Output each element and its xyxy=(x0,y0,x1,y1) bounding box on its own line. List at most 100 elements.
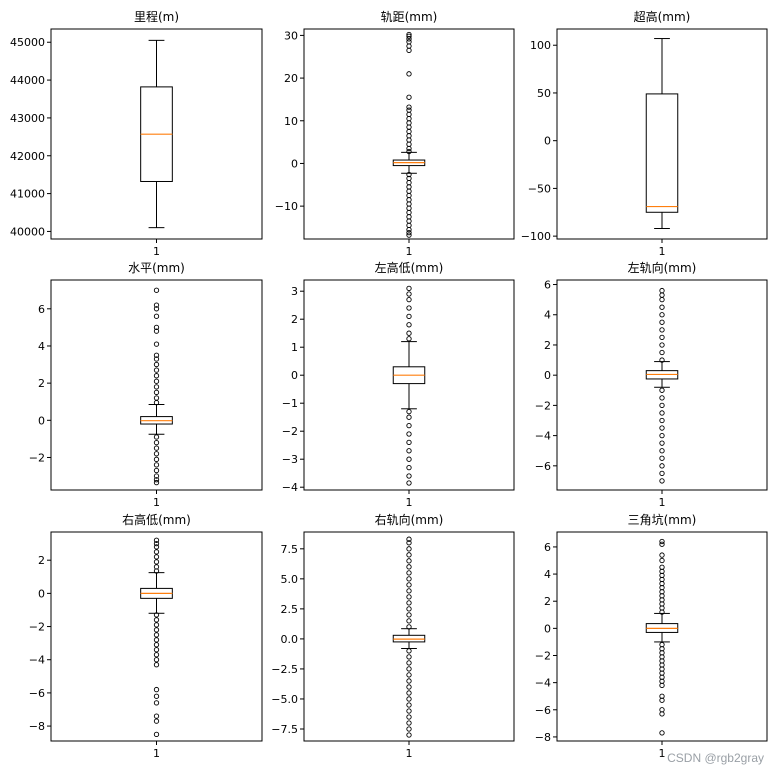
y-tick-label: −5.0 xyxy=(271,693,298,706)
flier-point xyxy=(659,538,665,545)
subplot-title: 左轨向(mm) xyxy=(628,260,697,275)
flier-point xyxy=(153,462,160,468)
flier-point xyxy=(153,718,160,724)
flier-point xyxy=(153,642,160,648)
flier-point xyxy=(153,700,160,706)
subplot-7: 右高低(mm) −8 −6 −4 −2 0 2 1 xyxy=(29,512,263,760)
flier-point xyxy=(153,540,160,547)
flier-point xyxy=(406,570,412,576)
flier-point xyxy=(406,594,412,600)
flier-point xyxy=(406,128,412,135)
flier-point xyxy=(406,214,412,220)
flier-point xyxy=(153,554,160,560)
flier-point xyxy=(406,218,412,224)
flier-point xyxy=(659,410,665,416)
flier-point xyxy=(659,470,665,477)
x-tick-label: 1 xyxy=(659,496,666,509)
flier-point xyxy=(659,478,665,484)
y-tick-label: 0.0 xyxy=(281,633,299,646)
subplot-title: 轨距(mm) xyxy=(381,10,438,24)
flier-point xyxy=(659,425,665,431)
y-tick-label: 100 xyxy=(530,39,551,52)
flier-point xyxy=(659,342,665,348)
y-tick-label: 0 xyxy=(38,414,45,427)
y-tick-label: 6 xyxy=(544,279,551,292)
flier-point xyxy=(406,141,412,147)
box-iqr xyxy=(645,93,679,213)
flier-point xyxy=(659,287,665,294)
flier-point xyxy=(153,378,160,384)
y-tick-label: −4 xyxy=(535,430,551,443)
flier-point xyxy=(153,652,160,658)
x-tick-label: 1 xyxy=(659,245,666,258)
flier-point xyxy=(406,104,412,110)
flier-point xyxy=(406,71,412,77)
flier-point xyxy=(406,408,412,415)
y-tick-label: 7.5 xyxy=(281,543,299,556)
y-tick-label: 6 xyxy=(544,541,551,554)
flier-point xyxy=(659,697,665,703)
flier-point xyxy=(406,43,412,49)
axes-frame xyxy=(50,531,263,742)
flier-point xyxy=(406,145,412,152)
subplot-6: 左轨向(mm) −6 −4 −2 0 2 4 6 1 xyxy=(535,260,768,509)
flier-point xyxy=(153,647,160,653)
flier-point xyxy=(659,541,665,547)
flier-point xyxy=(153,306,160,312)
flier-point xyxy=(406,336,412,342)
flier-point xyxy=(406,612,412,618)
flier-point xyxy=(659,304,665,310)
flier-point xyxy=(406,696,412,702)
flier-point xyxy=(406,732,412,738)
flier-point xyxy=(153,686,160,693)
y-tick-label: −2.5 xyxy=(271,663,298,676)
flier-point xyxy=(406,322,412,328)
subplot-9: 三角坑(mm) −8 −6 −4 −2 0 2 4 6 1 xyxy=(535,512,768,760)
y-tick-label: 2 xyxy=(544,595,551,608)
flier-point xyxy=(406,115,412,122)
flier-point xyxy=(153,313,160,319)
flier-point xyxy=(153,445,160,451)
flier-point xyxy=(406,184,412,190)
flier-point xyxy=(659,557,665,564)
y-tick-label: 0 xyxy=(38,587,45,600)
flier-point xyxy=(406,726,412,732)
flier-point xyxy=(659,432,665,439)
flier-point xyxy=(659,395,665,401)
flier-point xyxy=(406,684,412,690)
y-tick-label: −2 xyxy=(29,621,45,634)
y-tick-label: −6 xyxy=(29,687,45,700)
y-tick-label: 41000 xyxy=(10,188,45,201)
flier-point xyxy=(153,617,160,623)
flier-point xyxy=(153,544,160,550)
y-tick-label: −100 xyxy=(521,230,551,243)
y-tick-label: 40000 xyxy=(10,225,45,238)
flier-point xyxy=(406,285,412,292)
flier-point xyxy=(406,720,412,726)
flier-point xyxy=(659,463,665,469)
subplot-2: 轨距(mm) −10 0 10 20 30 1 xyxy=(275,10,515,258)
flier-point xyxy=(406,654,412,660)
flier-point xyxy=(406,148,412,155)
y-tick-label: −2 xyxy=(282,425,298,438)
y-tick-label: 0 xyxy=(544,622,551,635)
y-tick-label: −2 xyxy=(29,451,45,464)
y-tick-label: 2 xyxy=(38,377,45,390)
flier-point xyxy=(406,222,412,228)
flier-point xyxy=(406,464,412,471)
flier-point xyxy=(153,356,160,362)
flier-point xyxy=(406,305,412,311)
y-tick-label: −8 xyxy=(29,720,45,733)
flier-point xyxy=(406,552,412,558)
flier-point xyxy=(153,456,160,462)
flier-point xyxy=(153,324,160,331)
flier-point xyxy=(659,312,665,318)
subplot-8: 右轨向(mm) −7.5 −5.0 −2.5 0.0 2.5 5.0 7.5 1 xyxy=(271,512,515,760)
subplot-title: 左高低(mm) xyxy=(375,260,444,275)
subplot-1: 里程(m) 40000 41000 42000 43000 44000 45000 1 xyxy=(10,9,263,258)
y-tick-label: 6 xyxy=(38,303,45,316)
flier-point xyxy=(153,612,160,618)
subplot-title: 超高(mm) xyxy=(634,9,691,24)
subplot-title: 右轨向(mm) xyxy=(375,512,444,527)
y-tick-label: −6 xyxy=(535,704,551,717)
